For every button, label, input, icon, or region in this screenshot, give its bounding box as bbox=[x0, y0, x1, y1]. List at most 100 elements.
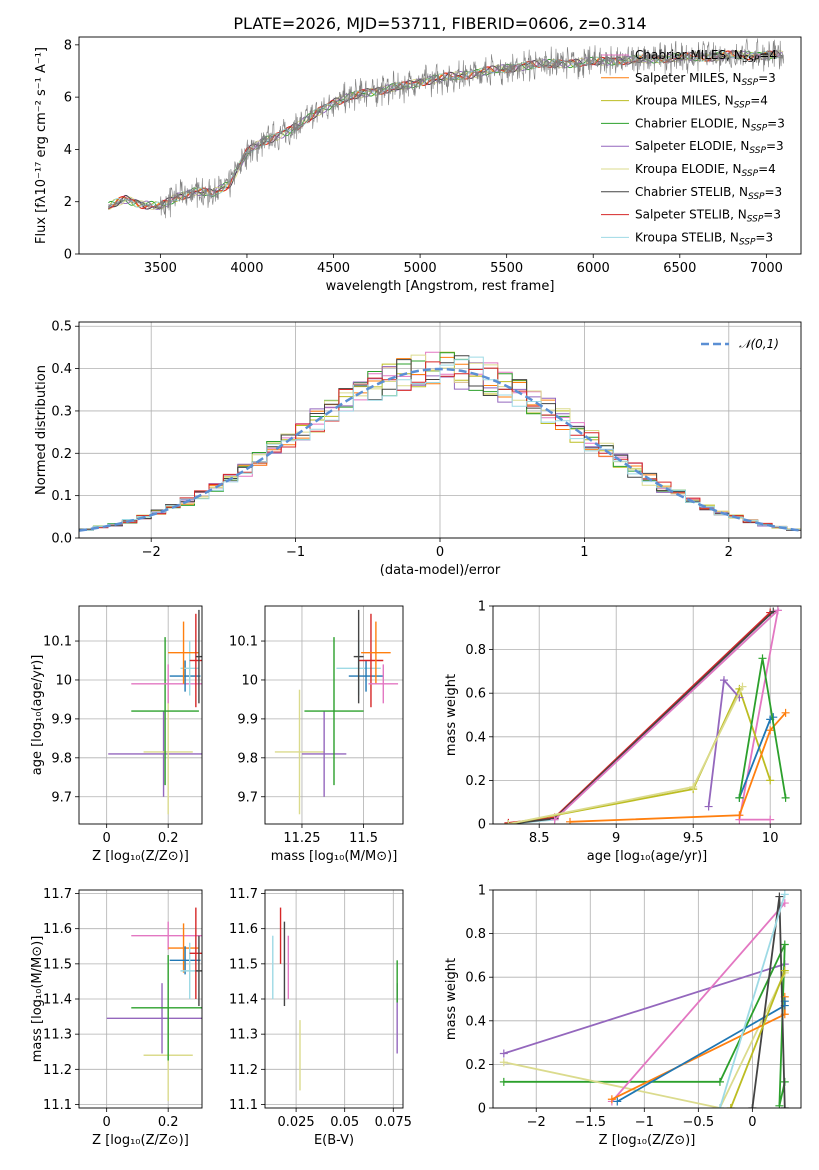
legend-text: Chabrier MILES, N bbox=[635, 48, 743, 62]
x-tick-label: 1 bbox=[580, 545, 588, 560]
series-line bbox=[569, 712, 787, 823]
x-tick-label: 0.2 bbox=[158, 831, 179, 846]
legend-sub: SSP bbox=[751, 123, 768, 133]
x-tick-label: 5000 bbox=[404, 261, 437, 276]
plot-area bbox=[106, 907, 202, 1101]
x-tick-label: 8.5 bbox=[529, 831, 550, 846]
y-tick-label: 11.2 bbox=[43, 1063, 72, 1078]
axes-frame bbox=[78, 605, 203, 825]
errorbar-point bbox=[168, 923, 199, 973]
y-axis-label: age [log₁₀(age/yr)] bbox=[30, 655, 45, 776]
panel-age-vs-mass: 11.25 11.5 9.7 9.8 9.9 10 10.1 mass [log₁₀(M/M⊙… bbox=[229, 605, 404, 864]
panel-massweight-vs-age: 8.5 9 9.5 10 0 0.2 0.4 0.6 0.8 1 age [log₁₀(age/yr… bbox=[444, 600, 802, 864]
errorbar-point bbox=[131, 637, 199, 786]
y-tick-label: 9.7 bbox=[51, 790, 72, 805]
series-marker bbox=[766, 815, 775, 824]
y-tick-label: 0.2 bbox=[51, 447, 72, 462]
y-tick-label: 4 bbox=[64, 143, 72, 158]
legend-sub: SSP bbox=[742, 169, 759, 179]
series-marker bbox=[566, 817, 574, 824]
x-axis-label: Z [log₁₀(Z/Z⊙)] bbox=[92, 1133, 189, 1148]
series-marker bbox=[499, 1049, 508, 1058]
axes-frame bbox=[78, 889, 203, 1109]
y-tick-label: 0.4 bbox=[465, 1014, 486, 1029]
axes-frame bbox=[78, 321, 802, 539]
plot-area bbox=[272, 907, 398, 1091]
y-tick-label: 1 bbox=[478, 600, 486, 615]
y-axis-label: mass weight bbox=[444, 958, 459, 1040]
series-line bbox=[553, 607, 780, 821]
x-tick-label: 5500 bbox=[490, 261, 523, 276]
x-tick-label: 7000 bbox=[750, 261, 783, 276]
errorbar-point bbox=[301, 711, 347, 797]
legend-suffix: =4 bbox=[758, 162, 776, 176]
x-tick-label: −1 bbox=[635, 1115, 654, 1130]
x-tick-label: 9.5 bbox=[683, 831, 704, 846]
errorbar-point bbox=[131, 664, 202, 704]
legend-suffix: =3 bbox=[766, 139, 784, 153]
y-tick-label: 11.3 bbox=[229, 1028, 258, 1043]
x-tick-label: −1.5 bbox=[574, 1115, 606, 1130]
legend-text: Kroupa ELODIE, N bbox=[635, 162, 742, 176]
series-line bbox=[508, 686, 744, 824]
errorbar-point bbox=[143, 689, 193, 815]
normal-curve bbox=[79, 367, 801, 532]
x-axis-label: wavelength [Angstrom, rest frame] bbox=[326, 279, 555, 294]
panel-mass-vs-Z: 0 0.2 11.1 11.2 11.3 11.4 11.5 11.6 11.7 Z [log₁₀… bbox=[30, 887, 203, 1148]
series-marker bbox=[775, 892, 784, 901]
y-tick-label: 0.4 bbox=[465, 730, 486, 745]
legend-sub: SSP bbox=[748, 192, 765, 202]
legend-sub: SSP bbox=[747, 215, 764, 225]
series-marker bbox=[715, 1077, 724, 1086]
y-tick-label: 11.5 bbox=[229, 957, 258, 972]
y-tick-label: 0.1 bbox=[51, 489, 72, 504]
legend-label: Salpeter STELIB, NSSP=3 bbox=[635, 208, 781, 225]
legend-suffix: =3 bbox=[767, 116, 785, 130]
errorbar-point bbox=[361, 621, 391, 684]
x-axis-label: Z [log₁₀(Z/Z⊙)] bbox=[599, 1133, 696, 1148]
panel-residuals: −2 −1 0 1 2 0.0 0.1 0.2 0.3 0.4 0.5 𝒩(0,1) (data-mod… bbox=[34, 320, 802, 578]
series-marker bbox=[773, 606, 782, 615]
errorbar-point bbox=[168, 621, 199, 684]
legend-label: Salpeter ELODIE, NSSP=3 bbox=[635, 139, 784, 156]
series-marker bbox=[715, 1104, 724, 1108]
series-marker bbox=[499, 1058, 508, 1067]
y-tick-label: 10 bbox=[55, 673, 72, 688]
y-tick-label: 0.0 bbox=[51, 532, 72, 547]
x-tick-label: −2 bbox=[142, 545, 161, 560]
panel-spectrum: 3500 4000 4500 5000 5500 6000 6500 7000 0 2 4 6 8 Cha… bbox=[34, 36, 802, 294]
axes-frame bbox=[492, 889, 802, 1109]
x-axis-label: mass [log₁₀(M/M⊙)] bbox=[271, 849, 398, 864]
y-tick-label: 0.6 bbox=[465, 971, 486, 986]
series-line bbox=[719, 894, 786, 1108]
x-tick-label: 11.5 bbox=[349, 831, 378, 846]
y-tick-label: 8 bbox=[64, 38, 72, 53]
series-marker bbox=[607, 1095, 616, 1104]
errorbar-point bbox=[131, 921, 202, 950]
series-marker bbox=[720, 676, 728, 685]
series-line bbox=[729, 970, 786, 1108]
series-marker bbox=[689, 782, 698, 791]
axes-frame bbox=[264, 605, 404, 825]
x-tick-label: 3500 bbox=[144, 261, 177, 276]
series-marker bbox=[780, 1104, 789, 1108]
x-tick-label: 6000 bbox=[577, 261, 610, 276]
series-marker bbox=[766, 726, 775, 735]
x-tick-label: −2 bbox=[527, 1115, 546, 1130]
errorbar-point bbox=[353, 609, 364, 704]
series-marker bbox=[780, 890, 789, 899]
series-marker bbox=[613, 1097, 622, 1106]
observed-spectrum bbox=[108, 37, 784, 219]
legend-label: Kroupa ELODIE, NSSP=4 bbox=[635, 162, 776, 179]
y-tick-label: 11.5 bbox=[43, 957, 72, 972]
errorbar-point bbox=[368, 664, 399, 704]
plot-area bbox=[274, 609, 399, 815]
legend-label: Chabrier MILES, NSSP=4 bbox=[635, 48, 777, 65]
legend-label: 𝒩(0,1) bbox=[739, 337, 779, 351]
x-tick-label: −1 bbox=[286, 545, 305, 560]
series-marker bbox=[775, 1101, 784, 1108]
y-tick-label: 11.2 bbox=[229, 1063, 258, 1078]
y-tick-label: 0.2 bbox=[465, 774, 486, 789]
legend-text: Salpeter STELIB, N bbox=[635, 208, 747, 222]
